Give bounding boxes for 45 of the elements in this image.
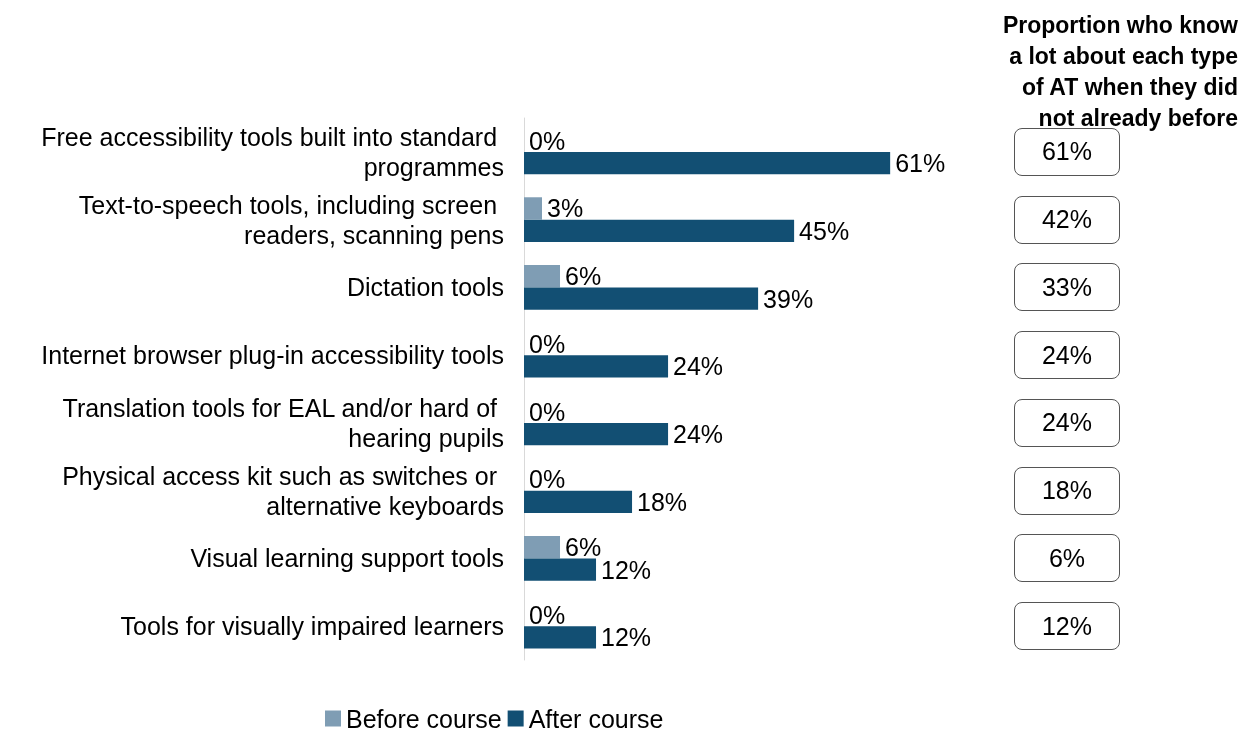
legend-label: Before course — [346, 704, 502, 733]
y-tick-label: Free accessibility tools built into standard programmes — [41, 122, 504, 181]
data-label: 24% — [673, 352, 724, 381]
bar — [524, 265, 561, 288]
value-box: 24% — [1014, 398, 1120, 447]
data-label: 39% — [763, 284, 814, 313]
value-box: 42% — [1014, 195, 1120, 244]
value-box: 33% — [1014, 263, 1120, 312]
data-label: 6% — [565, 262, 602, 291]
bar — [524, 197, 543, 220]
y-tick-label: Text-to-speech tools, including screen readers, scanning pens — [78, 190, 504, 249]
y-tick-label: Tools for visually impaired learners — [120, 612, 504, 641]
bar — [524, 536, 561, 559]
value-box: 24% — [1014, 331, 1120, 380]
bar — [524, 490, 633, 513]
bar — [524, 287, 759, 310]
data-label: 6% — [565, 533, 602, 562]
data-label: 0% — [529, 397, 566, 426]
bar — [524, 219, 795, 242]
data-label: 0% — [529, 465, 566, 494]
data-label: 0% — [529, 329, 566, 358]
data-label: 61% — [895, 149, 946, 178]
data-label: 12% — [601, 555, 652, 584]
y-tick-label: Internet browser plug-in accessibility tools — [41, 341, 504, 370]
bar — [524, 355, 669, 378]
y-tick-label: Visual learning support tools — [190, 544, 504, 573]
y-tick-label: Dictation tools — [346, 273, 504, 302]
data-label: 12% — [601, 623, 652, 652]
y-tick-label: Physical access kit such as switches or alternative keyboards — [62, 461, 504, 520]
value-box: 18% — [1014, 466, 1120, 515]
bar — [524, 626, 597, 649]
data-label: 24% — [673, 420, 724, 449]
data-label: 3% — [547, 194, 584, 223]
y-tick-label: Translation tools for EAL and/or hard of hearing pupils — [62, 393, 504, 452]
bar — [524, 558, 597, 581]
data-label: 0% — [529, 600, 566, 629]
legend-label: After course — [528, 704, 664, 733]
value-box: 12% — [1014, 602, 1120, 651]
value-box: 6% — [1014, 534, 1120, 583]
data-label: 45% — [799, 216, 850, 245]
bar — [524, 151, 891, 175]
value-box: 61% — [1014, 127, 1120, 176]
bar — [524, 422, 669, 446]
data-label: 0% — [529, 126, 566, 155]
data-label: 18% — [637, 487, 688, 516]
